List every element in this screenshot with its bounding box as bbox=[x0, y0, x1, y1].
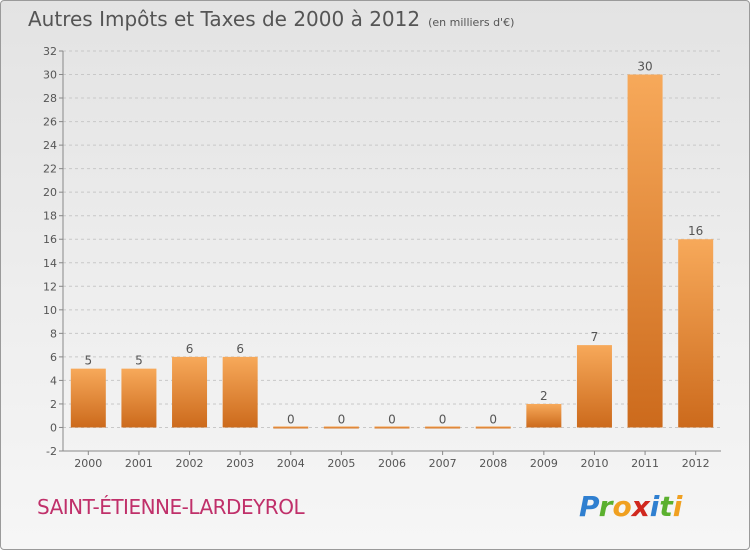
y-tick-label: 18 bbox=[43, 210, 57, 223]
bar-2008 bbox=[475, 426, 511, 429]
bar-2002 bbox=[172, 356, 208, 428]
svg-text:Proxiti: Proxiti bbox=[579, 490, 683, 523]
x-tick-label-2001: 2001 bbox=[125, 457, 153, 470]
data-label-2000: 5 bbox=[84, 354, 92, 368]
bar-2001 bbox=[121, 368, 157, 428]
bar-2011 bbox=[627, 74, 663, 428]
bar-2007 bbox=[425, 426, 461, 429]
bar-2006 bbox=[374, 426, 410, 429]
y-tick-label: 24 bbox=[43, 139, 57, 152]
x-tick-label-2007: 2007 bbox=[429, 457, 457, 470]
x-tick-label-2010: 2010 bbox=[580, 457, 608, 470]
bar-2009 bbox=[526, 403, 562, 428]
x-tick-label-2000: 2000 bbox=[74, 457, 102, 470]
data-label-2010: 7 bbox=[591, 330, 599, 344]
y-tick-label: 14 bbox=[43, 257, 57, 270]
data-label-2003: 6 bbox=[236, 342, 244, 356]
x-tick-label-2002: 2002 bbox=[176, 457, 204, 470]
bar-2012 bbox=[678, 239, 714, 428]
proxiti-logo: Proxiti bbox=[579, 489, 691, 525]
bar-2005 bbox=[323, 426, 359, 429]
commune-name: SAINT-ÉTIENNE-LARDEYROL bbox=[37, 495, 305, 519]
data-label-2008: 0 bbox=[489, 412, 497, 426]
data-label-2007: 0 bbox=[439, 412, 447, 426]
data-label-2011: 30 bbox=[637, 60, 652, 74]
x-tick-label-2012: 2012 bbox=[682, 457, 710, 470]
y-tick-label: 22 bbox=[43, 163, 57, 176]
title-row: Autres Impôts et Taxes de 2000 à 2012 (en… bbox=[28, 7, 514, 31]
x-tick-label-2009: 2009 bbox=[530, 457, 558, 470]
y-tick-label: 6 bbox=[50, 351, 57, 364]
data-label-2006: 0 bbox=[388, 412, 396, 426]
x-tick-label-2003: 2003 bbox=[226, 457, 254, 470]
y-tick-label: 8 bbox=[50, 327, 57, 340]
y-tick-label: -2 bbox=[46, 445, 57, 458]
data-label-2004: 0 bbox=[287, 412, 295, 426]
y-tick-label: 20 bbox=[43, 186, 57, 199]
y-tick-label: 32 bbox=[43, 45, 57, 58]
bar-2003 bbox=[222, 356, 258, 428]
y-tick-label: 16 bbox=[43, 233, 57, 246]
data-label-2001: 5 bbox=[135, 354, 143, 368]
x-tick-label-2004: 2004 bbox=[277, 457, 305, 470]
data-label-2005: 0 bbox=[338, 412, 346, 426]
chart-title: Autres Impôts et Taxes de 2000 à 2012 bbox=[28, 7, 421, 31]
bar-2000 bbox=[70, 368, 106, 428]
bar-2010 bbox=[576, 345, 612, 428]
y-tick-label: 2 bbox=[50, 398, 57, 411]
x-tick-label-2011: 2011 bbox=[631, 457, 659, 470]
x-tick-label-2005: 2005 bbox=[327, 457, 355, 470]
data-label-2012: 16 bbox=[688, 224, 703, 238]
data-label-2009: 2 bbox=[540, 389, 548, 403]
x-tick-label-2008: 2008 bbox=[479, 457, 507, 470]
proxiti-logo-image: Proxiti bbox=[579, 490, 683, 523]
y-tick-label: 30 bbox=[43, 69, 57, 82]
y-tick-label: 26 bbox=[43, 116, 57, 129]
y-tick-label: 4 bbox=[50, 374, 57, 387]
y-tick-label: 28 bbox=[43, 92, 57, 105]
y-tick-label: 12 bbox=[43, 280, 57, 293]
y-tick-label: 0 bbox=[50, 421, 57, 434]
bar-2004 bbox=[273, 426, 309, 429]
x-tick-label-2006: 2006 bbox=[378, 457, 406, 470]
data-label-2002: 6 bbox=[186, 342, 194, 356]
y-tick-label: 10 bbox=[43, 304, 57, 317]
chart-subtitle: (en milliers d'€) bbox=[428, 16, 515, 29]
